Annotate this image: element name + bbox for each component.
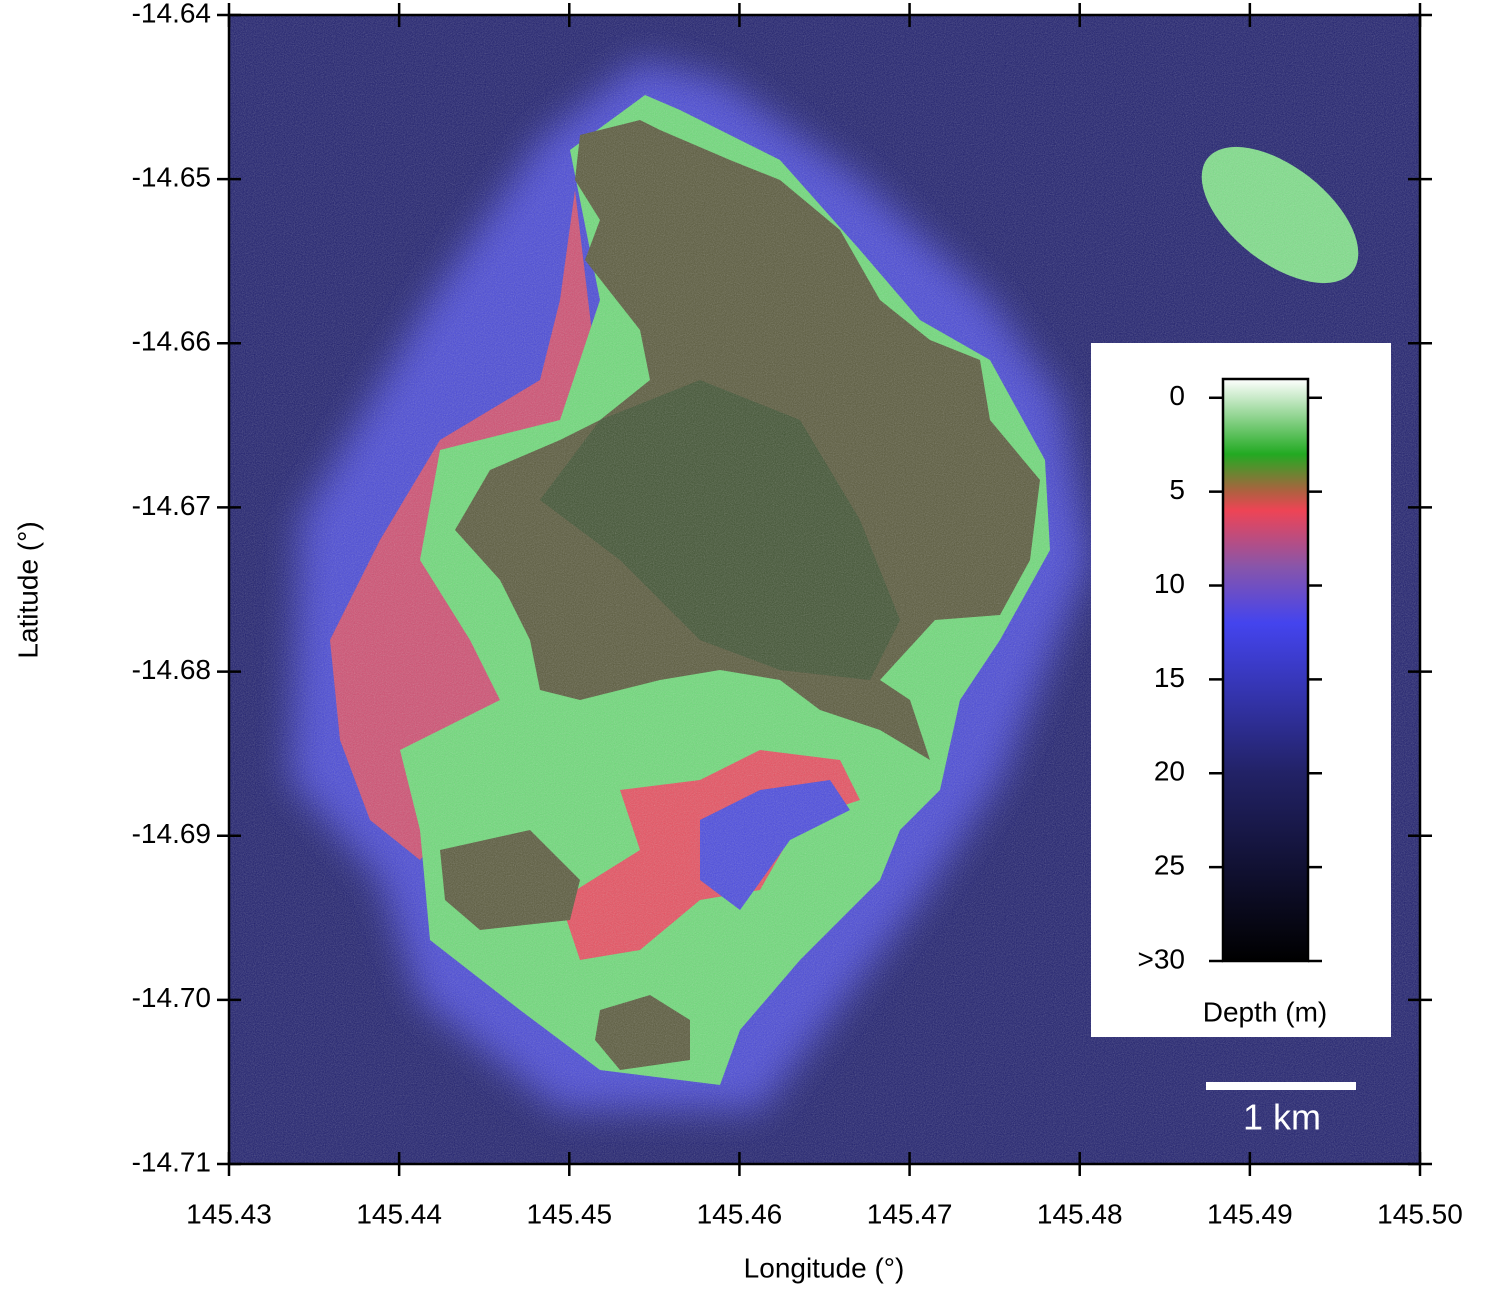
x-tick-label: 145.50 (1377, 1198, 1463, 1229)
colorbar-tick-label: 10 (1154, 568, 1185, 599)
y-axis-label: Latitude (°) (12, 521, 43, 658)
colorbar-tick-label: 0 (1169, 380, 1185, 411)
colorbar-tick-label: 5 (1169, 474, 1185, 505)
y-tick-label: -14.65 (132, 162, 211, 193)
x-tick-label: 145.44 (356, 1198, 442, 1229)
x-tick-label: 145.47 (867, 1198, 953, 1229)
y-tick-label: -14.68 (132, 654, 211, 685)
x-tick-label: 145.49 (1207, 1198, 1293, 1229)
scale-bar-label: 1 km (1243, 1097, 1321, 1138)
plot-frame (227, 13, 1422, 1166)
y-tick-label: -14.71 (132, 1146, 211, 1177)
x-tick-label: 145.43 (186, 1198, 272, 1229)
colorbar-tick-label: 20 (1154, 756, 1185, 787)
colorbar-label: Depth (m) (1203, 996, 1327, 1027)
colorbar-tick-label: >30 (1138, 943, 1186, 974)
colorbar-tick-label: 25 (1154, 850, 1185, 881)
colorbar-tick-label: 15 (1154, 662, 1185, 693)
axes: 145.43 145.44 145.45 145.46 145.47 145.48 145.… (132, 0, 1463, 1229)
x-tick-label: 145.45 (526, 1198, 612, 1229)
y-tick-label: -14.69 (132, 818, 211, 849)
x-axis-label: Longitude (°) (744, 1252, 905, 1283)
colorbar: 0 5 10 15 20 25 >30 (1138, 377, 1322, 974)
y-tick-label: -14.66 (132, 326, 211, 357)
map-image (229, 15, 1420, 1164)
y-tick-label: -14.70 (132, 982, 211, 1013)
x-tick-label: 145.48 (1037, 1198, 1123, 1229)
y-tick-label: -14.67 (132, 490, 211, 521)
y-tick-label: -14.64 (132, 0, 211, 28)
x-tick-label: 145.46 (697, 1198, 783, 1229)
colorbar-scale (1221, 377, 1310, 963)
